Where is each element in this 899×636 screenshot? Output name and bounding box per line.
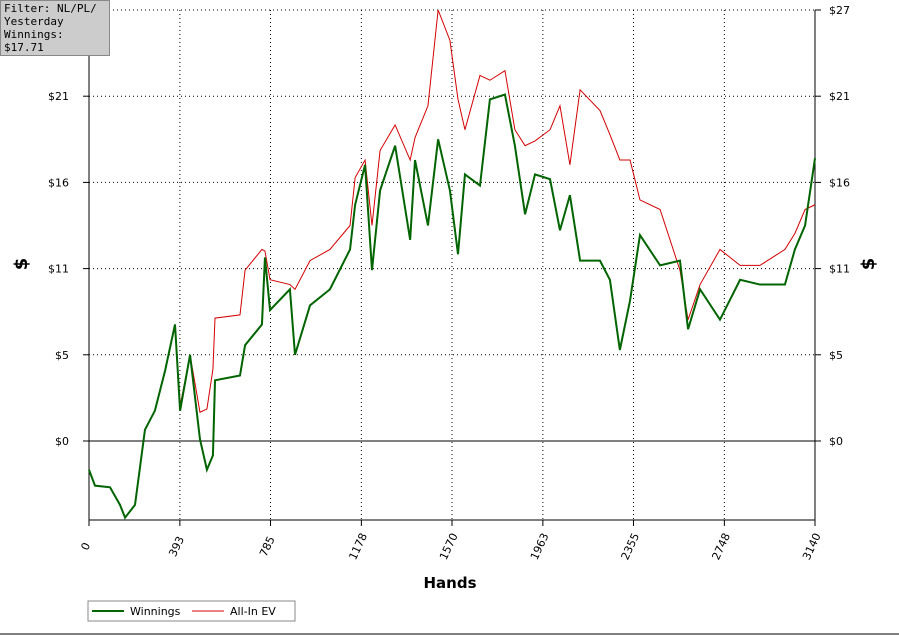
y-tick-label: $5 — [55, 349, 69, 362]
y2-tick-label: $21 — [829, 90, 850, 103]
y2-tick-label: $27 — [829, 4, 850, 17]
y2-tick-label: $0 — [829, 435, 843, 448]
y2-axis-label: $ — [858, 258, 879, 271]
x-tick-label: 2748 — [709, 531, 733, 562]
x-tick-label: 0 — [78, 541, 93, 553]
legend-box — [87, 600, 296, 622]
legend-label: Winnings — [130, 605, 181, 618]
x-tick-label: 3140 — [800, 531, 824, 562]
filter-note: Filter: NL/PL/ Yesterday Winnings: $17.7… — [0, 0, 110, 56]
x-tick-label: 1178 — [346, 531, 370, 562]
x-tick-label: 1963 — [528, 531, 552, 562]
y2-tick-label: $11 — [829, 263, 850, 276]
y-tick-label: $11 — [48, 263, 69, 276]
x-tick-label: 1570 — [437, 531, 461, 562]
y-tick-label: $21 — [48, 90, 69, 103]
note-line: Yesterday — [4, 15, 64, 28]
x-tick-label: 393 — [166, 534, 187, 559]
x-tick-label: 785 — [257, 534, 278, 559]
note-line: Filter: NL/PL/ — [4, 2, 97, 15]
series-line — [88, 93, 816, 520]
x-tick-label: 2355 — [619, 531, 643, 562]
y-axis-label: $ — [11, 258, 32, 271]
legend-label: All-In EV — [230, 605, 276, 618]
y2-tick-label: $5 — [829, 349, 843, 362]
note-line: Winnings: $17.71 — [4, 28, 64, 54]
y-tick-label: $16 — [48, 176, 69, 189]
x-axis-label: Hands — [423, 574, 476, 592]
y2-tick-label: $16 — [829, 176, 850, 189]
y-tick-label: $0 — [55, 435, 69, 448]
